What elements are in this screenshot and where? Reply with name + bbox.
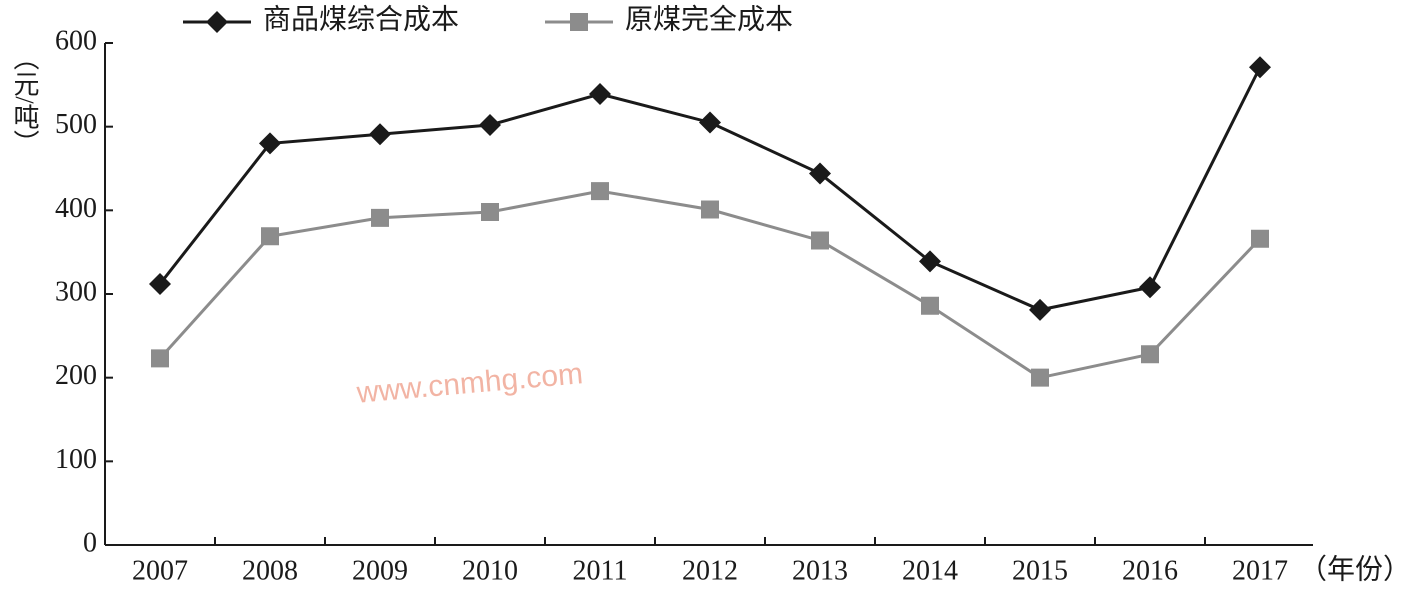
data-point <box>921 296 939 315</box>
data-point <box>1031 368 1049 387</box>
x-tick-label: 2014 <box>902 555 958 586</box>
data-point <box>811 231 829 250</box>
x-tick-label: 2008 <box>242 555 298 586</box>
data-point <box>1251 229 1269 248</box>
x-tick-label: 2016 <box>1122 555 1178 586</box>
data-point <box>1139 276 1161 299</box>
y-tick-label: 100 <box>55 444 97 475</box>
series-line <box>158 189 1262 380</box>
data-point <box>151 349 169 368</box>
watermark: www.cnmhg.com <box>354 357 584 410</box>
data-point <box>261 227 279 246</box>
data-point <box>481 203 499 222</box>
y-tick-label: 300 <box>55 276 97 307</box>
y-tick-label: 500 <box>55 109 97 140</box>
y-tick-label: 0 <box>83 527 97 558</box>
data-point <box>919 250 941 273</box>
data-point <box>809 162 831 185</box>
x-tick-label: 2010 <box>462 555 518 586</box>
x-tick-label: 2012 <box>682 555 738 586</box>
x-axis-label: （年份） <box>1299 553 1403 585</box>
data-point <box>479 113 501 136</box>
data-point <box>369 123 391 146</box>
legend-label: 商品煤综合成本 <box>263 3 459 35</box>
y-tick-label: 400 <box>55 193 97 224</box>
y-tick-label: 200 <box>55 360 97 391</box>
data-point <box>1029 298 1051 321</box>
data-point <box>589 83 611 106</box>
data-point <box>1249 56 1271 79</box>
data-point <box>701 200 719 219</box>
data-point <box>371 208 389 227</box>
data-point <box>591 182 609 201</box>
legend-label: 原煤完全成本 <box>625 3 793 35</box>
legend-marker <box>206 11 228 33</box>
x-tick-label: 2011 <box>573 555 628 586</box>
x-tick-label: 2015 <box>1012 555 1068 586</box>
data-point <box>149 272 171 295</box>
data-point <box>259 132 281 155</box>
x-tick-label: 2013 <box>792 555 848 586</box>
data-point <box>699 111 721 134</box>
x-tick-label: 2017 <box>1232 555 1288 586</box>
y-tick-label: 600 <box>55 25 97 56</box>
series-line <box>158 66 1262 312</box>
data-point <box>1141 345 1159 364</box>
y-axis-label: （元/吨） <box>10 44 39 155</box>
x-tick-label: 2007 <box>132 555 188 586</box>
legend-marker <box>570 13 588 31</box>
x-tick-label: 2009 <box>352 555 408 586</box>
